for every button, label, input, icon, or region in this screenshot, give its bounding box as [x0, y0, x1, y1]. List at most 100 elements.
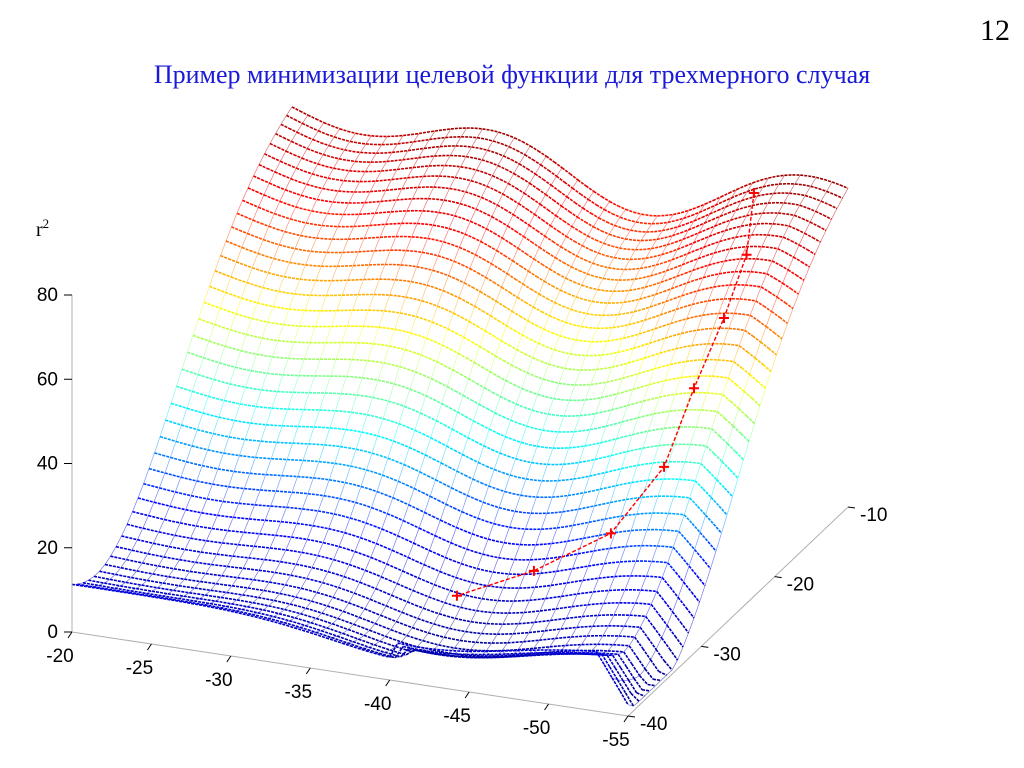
surface-segment — [173, 559, 180, 569]
surface-segment — [468, 306, 476, 322]
surface-segment — [397, 295, 406, 298]
surface-segment — [330, 584, 339, 589]
surface-segment — [222, 326, 231, 331]
surface-segment — [329, 427, 338, 430]
surface-segment — [200, 573, 207, 582]
surface-segment — [443, 424, 453, 430]
surface-segment — [499, 436, 506, 454]
surface-segment — [280, 307, 290, 310]
surface-segment — [394, 566, 403, 572]
surface-segment — [231, 603, 240, 606]
surface-segment — [599, 533, 608, 537]
surface-segment — [523, 600, 530, 613]
surface-segment — [526, 168, 536, 175]
surface-segment — [526, 372, 536, 377]
surface-segment — [265, 519, 274, 522]
surface-segment — [244, 264, 253, 269]
surface-segment — [273, 257, 282, 262]
surface-segment — [437, 290, 444, 307]
surface-segment — [433, 175, 440, 188]
surface-segment — [738, 190, 748, 196]
surface-segment — [668, 308, 677, 313]
surface-segment — [291, 324, 300, 327]
surface-segment — [413, 133, 420, 142]
surface-segment — [633, 299, 640, 312]
surface-segment — [712, 215, 721, 221]
surface-segment — [234, 350, 242, 368]
surface-segment — [563, 462, 572, 466]
surface-segment — [216, 553, 225, 556]
surface-line — [148, 467, 706, 587]
surface-segment — [599, 486, 609, 491]
surface-segment — [96, 580, 105, 584]
surface-segment — [293, 153, 303, 159]
surface-segment — [296, 522, 305, 526]
surface-segment — [273, 613, 280, 617]
surface-segment — [650, 603, 660, 616]
surface-segment — [431, 305, 438, 323]
surface-segment — [324, 375, 331, 394]
surface-segment — [744, 329, 754, 337]
surface-segment — [454, 449, 463, 456]
surface-segment — [415, 300, 422, 317]
surface-segment — [237, 532, 245, 545]
surface-segment — [518, 154, 526, 165]
surface-segment — [604, 366, 613, 370]
surface-segment — [460, 127, 467, 137]
surface-segment — [170, 402, 180, 407]
surface-segment — [225, 276, 232, 293]
surface-segment — [556, 569, 565, 573]
surface-segment — [559, 278, 567, 291]
surface-segment — [569, 384, 576, 401]
surface-segment — [579, 604, 588, 607]
surface-segment — [439, 137, 446, 147]
surface-segment — [490, 301, 497, 316]
surface-segment — [353, 214, 360, 227]
surface-segment — [462, 178, 472, 182]
surface-segment — [515, 187, 525, 194]
surface-segment — [505, 364, 512, 381]
surface-segment — [583, 340, 592, 343]
surface-segment — [531, 409, 541, 414]
surface-segment — [310, 237, 317, 252]
surface-segment — [697, 277, 704, 291]
surface-segment — [428, 155, 435, 167]
surface-segment — [140, 512, 149, 517]
surface-segment — [316, 582, 323, 593]
surface-segment — [593, 535, 600, 552]
surface-segment — [269, 182, 278, 188]
surface-segment — [809, 254, 816, 268]
surface-segment — [790, 287, 799, 295]
surface-segment — [220, 606, 227, 609]
surface-segment — [286, 106, 293, 116]
surface-segment — [311, 199, 318, 212]
surface-line — [242, 199, 799, 304]
surface-segment — [710, 496, 720, 507]
surface-segment — [236, 212, 246, 218]
surface-segment — [426, 531, 436, 537]
surface-segment — [459, 491, 468, 497]
surface-line — [176, 385, 734, 498]
surface-segment — [264, 304, 274, 308]
surface-segment — [682, 581, 693, 593]
surface-segment — [492, 600, 499, 613]
surface-segment — [245, 370, 252, 388]
surface-segment — [278, 290, 287, 294]
surface-segment — [381, 136, 388, 145]
surface-segment — [195, 551, 202, 563]
surface-segment — [246, 281, 255, 286]
surface-segment — [412, 351, 422, 356]
surface-segment — [621, 289, 630, 292]
surface-segment — [654, 575, 663, 579]
surface-segment — [252, 219, 262, 225]
surface-segment — [173, 585, 180, 591]
surface-segment — [345, 620, 354, 626]
surface-segment — [371, 491, 378, 508]
surface-segment — [554, 651, 561, 655]
surface-segment — [395, 134, 404, 137]
surface-segment — [395, 460, 405, 466]
surface-segment — [378, 326, 387, 329]
surface-segment — [705, 497, 712, 516]
surface-segment — [322, 145, 329, 155]
surface-segment — [269, 572, 276, 583]
